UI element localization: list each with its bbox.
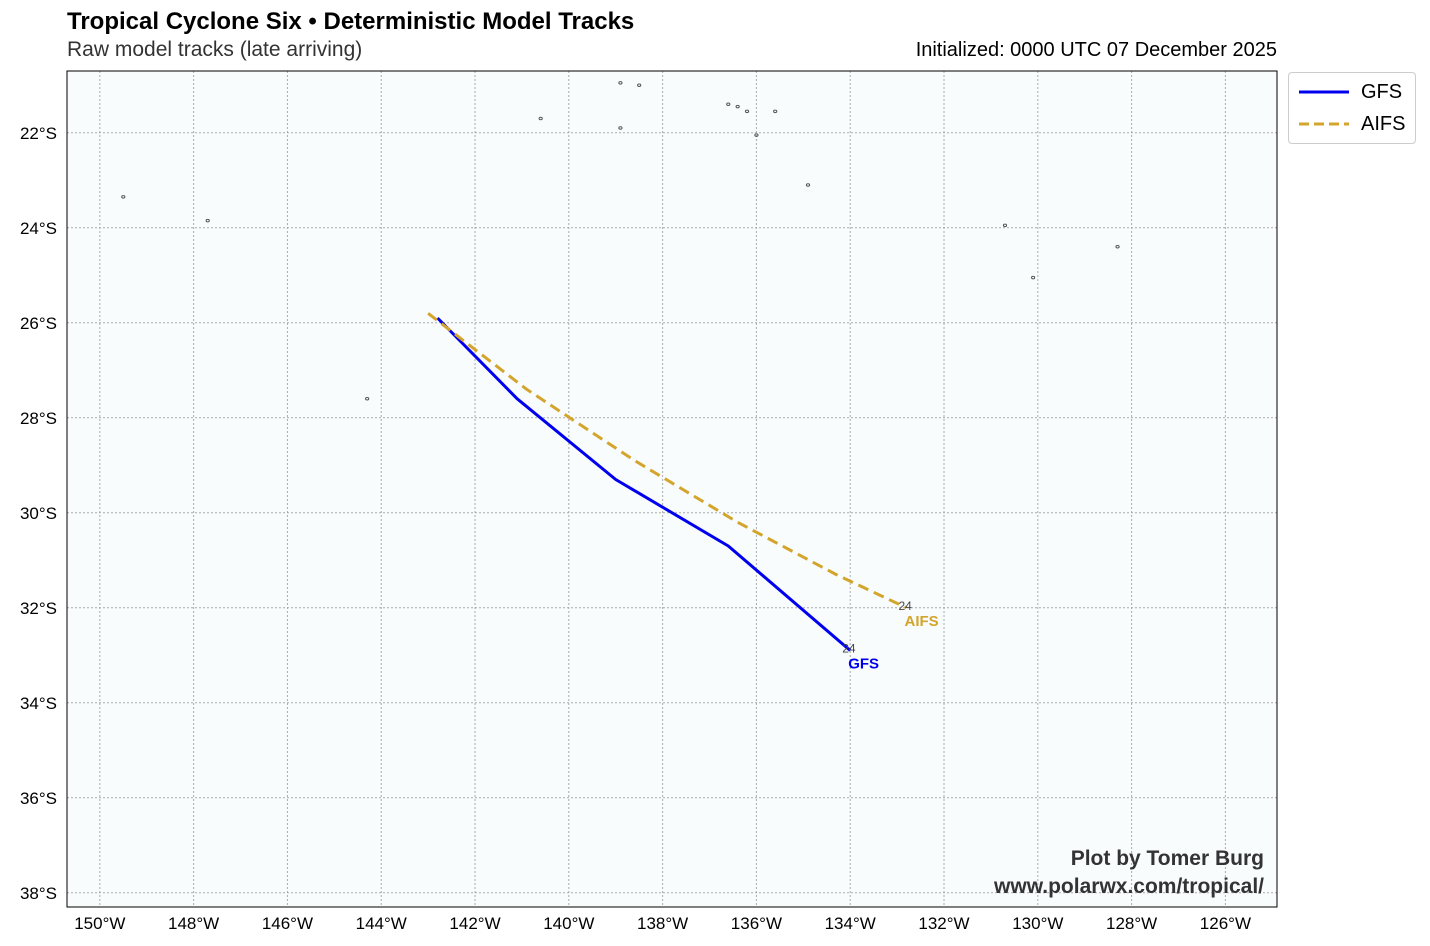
x-tick-label: 134°W xyxy=(825,914,876,933)
island-marker xyxy=(618,81,623,85)
y-tick-label: 36°S xyxy=(20,789,57,808)
island-marker xyxy=(773,109,778,114)
island-marker xyxy=(1031,275,1036,280)
y-tick-label: 24°S xyxy=(20,219,57,238)
x-tick-label: 146°W xyxy=(262,914,313,933)
x-tick-label: 130°W xyxy=(1012,914,1063,933)
track-end-label: AIFS xyxy=(904,613,938,630)
x-tick-label: 128°W xyxy=(1106,914,1157,933)
track-line-aifs xyxy=(427,312,908,610)
x-tick-label: 132°W xyxy=(918,914,969,933)
x-tick-label: 126°W xyxy=(1200,914,1251,933)
island-marker xyxy=(205,218,210,223)
y-tick-label: 38°S xyxy=(20,884,57,903)
chart-title: Tropical Cyclone Six • Deterministic Mod… xyxy=(67,8,635,35)
island-marker xyxy=(618,126,623,130)
track-hour-label: 24 xyxy=(842,642,856,656)
y-tick-label: 28°S xyxy=(20,409,57,428)
island-marker xyxy=(365,397,370,401)
credit-url: www.polarwx.com/tropical/ xyxy=(993,875,1264,898)
gridlines xyxy=(67,71,1277,907)
y-tick-label: 32°S xyxy=(20,599,57,618)
chart-subtitle: Raw model tracks (late arriving) xyxy=(67,38,363,61)
y-tick-label: 30°S xyxy=(20,504,57,523)
x-tick-label: 142°W xyxy=(449,914,500,933)
island-marker xyxy=(735,104,740,109)
legend: GFS AIFS xyxy=(1288,72,1416,144)
track-hour-label: 24 xyxy=(898,599,912,613)
y-tick-label: 22°S xyxy=(20,124,57,143)
legend-label-aifs: AIFS xyxy=(1361,113,1406,135)
island-marker xyxy=(1002,223,1008,228)
track-line-gfs xyxy=(436,316,852,652)
x-tick-label: 150°W xyxy=(74,914,125,933)
legend-item-aifs: AIFS xyxy=(1289,109,1415,139)
islands xyxy=(121,81,1120,401)
legend-label-gfs: GFS xyxy=(1361,81,1403,103)
island-marker xyxy=(538,116,543,121)
island-marker xyxy=(637,83,642,87)
island-marker xyxy=(805,183,811,187)
axis-ticks: 150°W 148°W 146°W 144°W 142°W 140°W 138°W 136°W… xyxy=(20,124,1251,933)
ocean-background xyxy=(67,71,1277,907)
initialized-time: Initialized: 0000 UTC 07 December 2025 xyxy=(915,39,1277,61)
island-marker xyxy=(754,133,759,137)
x-tick-label: 136°W xyxy=(731,914,782,933)
map-frame xyxy=(66,70,1278,908)
x-tick-label: 144°W xyxy=(356,914,407,933)
island-marker xyxy=(1115,245,1120,249)
track-end-label: GFS xyxy=(848,656,879,673)
legend-swatch-gfs xyxy=(1299,90,1349,94)
island-marker xyxy=(726,102,731,106)
x-tick-label: 140°W xyxy=(543,914,594,933)
credit-author: Plot by Tomer Burg xyxy=(1071,847,1264,870)
y-tick-label: 26°S xyxy=(20,314,57,333)
x-tick-label: 138°W xyxy=(637,914,688,933)
island-marker xyxy=(121,195,126,199)
island-marker xyxy=(744,109,750,114)
x-tick-label: 148°W xyxy=(168,914,219,933)
legend-item-gfs: GFS xyxy=(1289,77,1415,107)
legend-swatch-aifs xyxy=(1299,122,1349,126)
y-tick-label: 34°S xyxy=(20,694,57,713)
